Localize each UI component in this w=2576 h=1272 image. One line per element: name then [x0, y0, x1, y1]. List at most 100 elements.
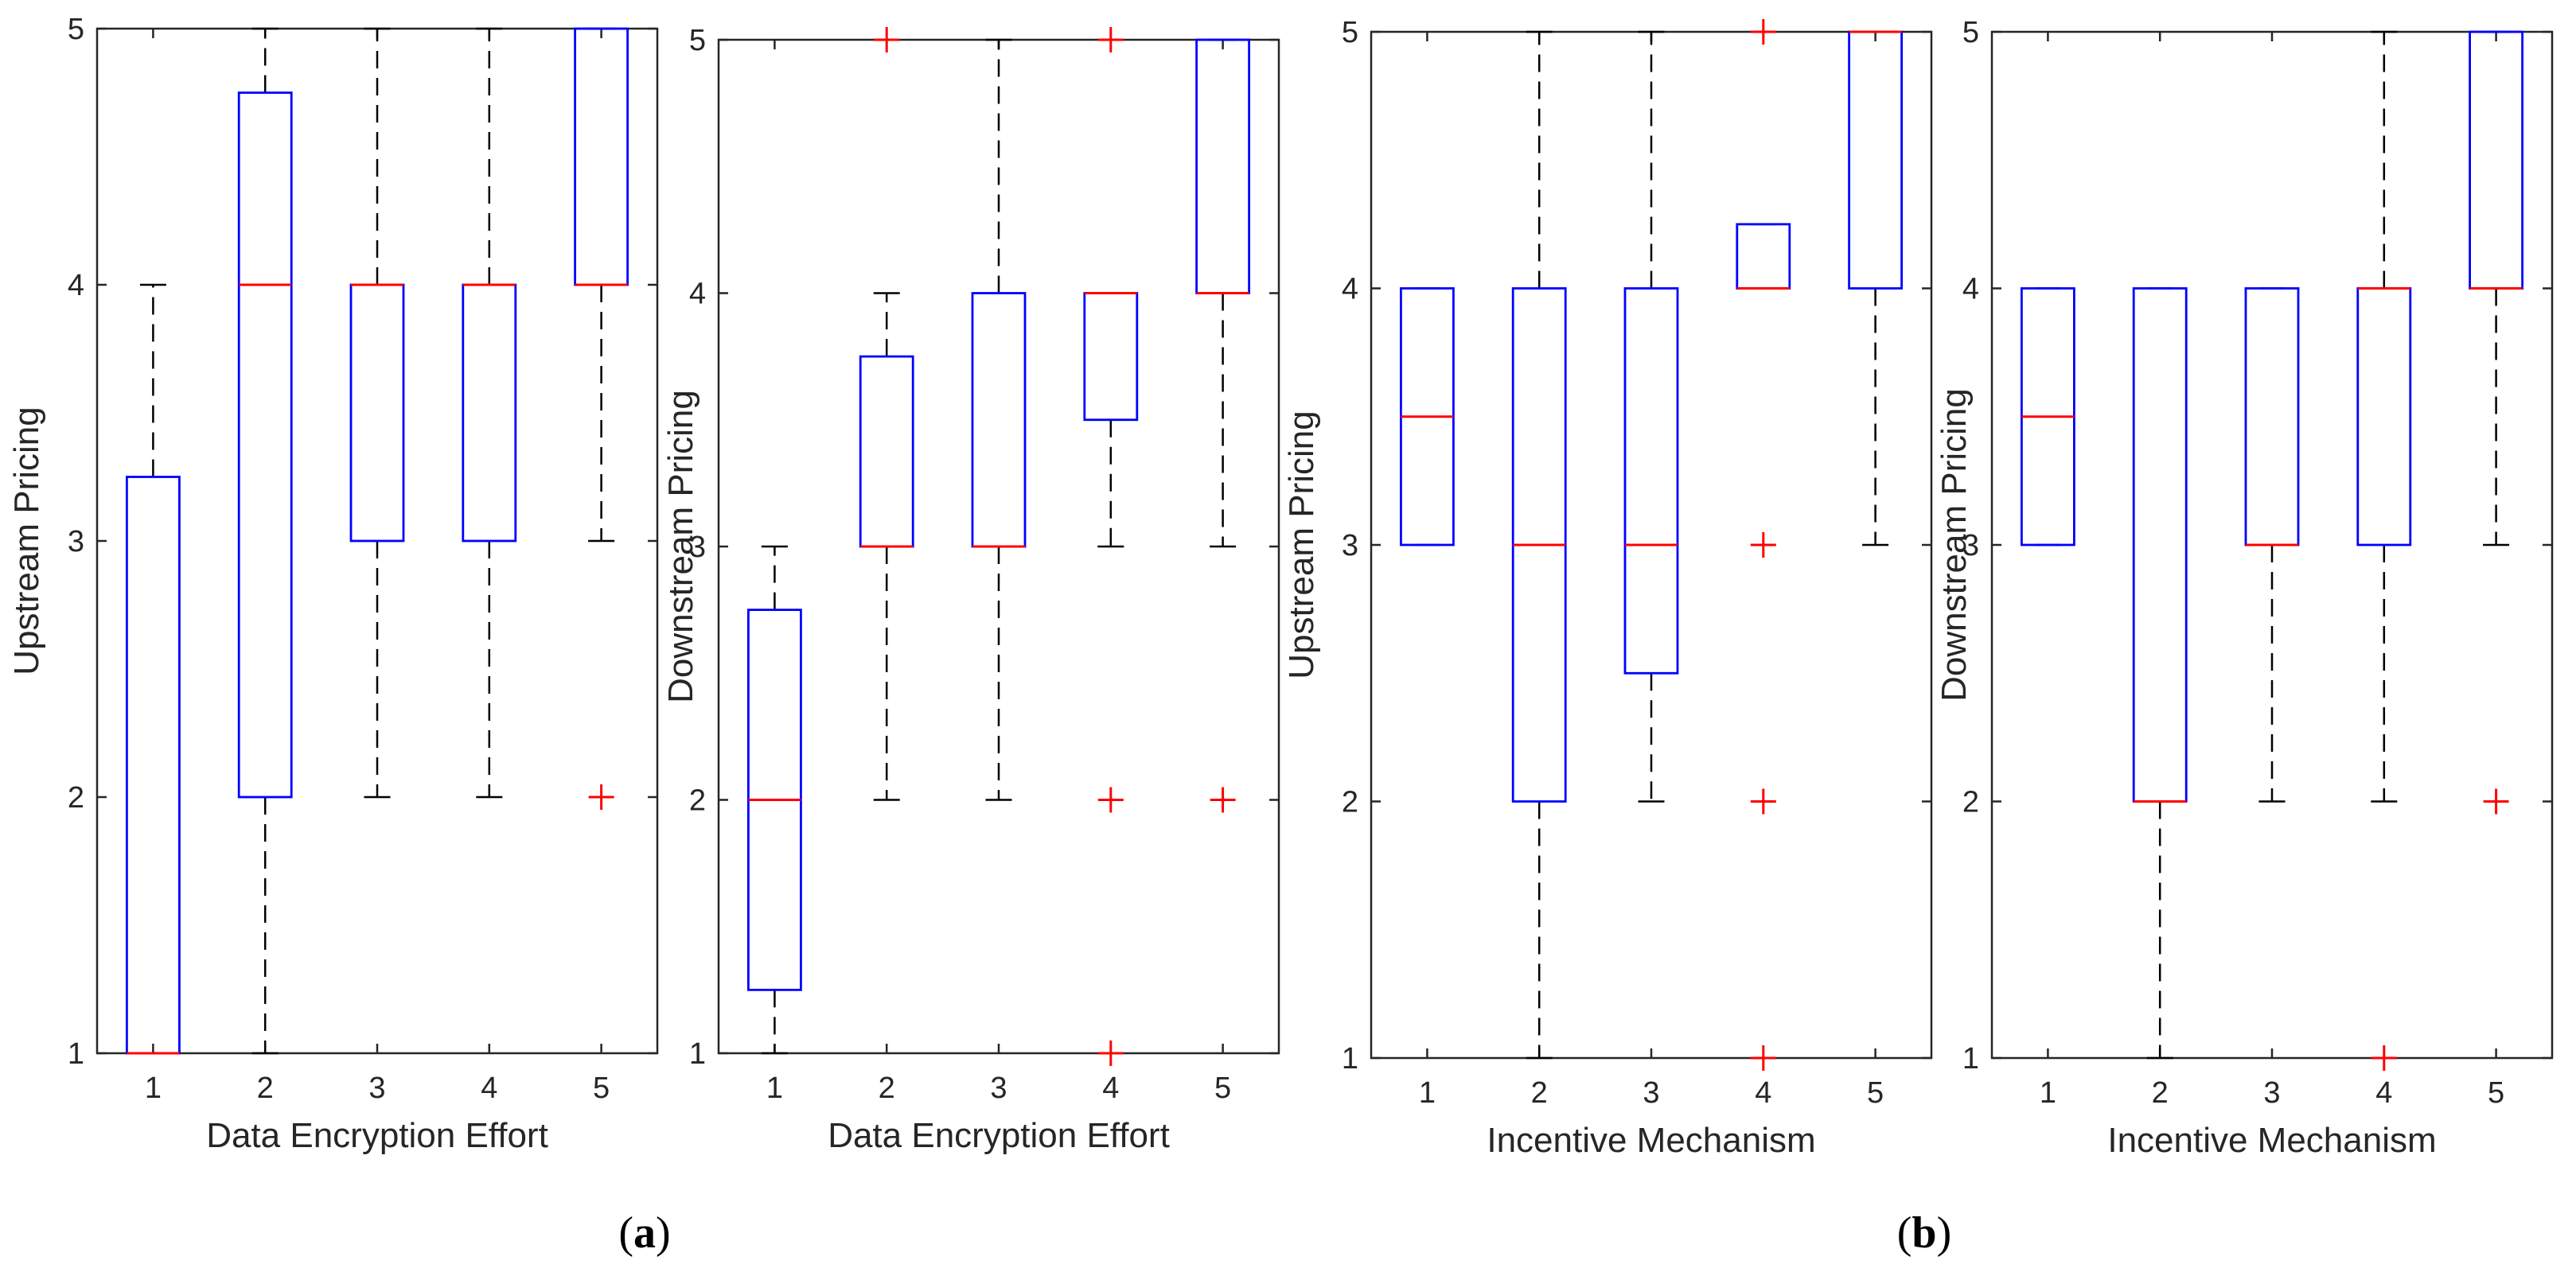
box-group-5	[2469, 30, 2524, 815]
box-group-2	[1511, 30, 1567, 1060]
outlier-marker	[1750, 1045, 1776, 1071]
y-tick-label: 3	[1962, 529, 1979, 562]
box-group-3	[971, 38, 1027, 801]
outlier-marker	[2371, 1045, 2397, 1071]
box-iqr	[2244, 287, 2300, 547]
box-iqr	[237, 91, 293, 799]
box-iqr	[1623, 287, 1679, 675]
y-axis-title: Upstream Pricing	[7, 406, 46, 675]
y-tick-label: 4	[1962, 273, 1979, 306]
box-group-1	[2020, 287, 2075, 547]
x-tick-label: 5	[2488, 1076, 2504, 1110]
box-iqr	[2132, 287, 2188, 803]
outlier-marker	[1097, 787, 1124, 813]
y-tick-label: 1	[1342, 1042, 1358, 1076]
boxplot-panel-b-left: 1 2 3 4 5 1 2 3 4 5 Incentive Mechanism Upstream Pr…	[1282, 16, 1933, 1160]
box-iqr	[462, 283, 517, 543]
outlier-marker	[588, 784, 614, 810]
box-group-4	[462, 27, 517, 799]
y-tick-label: 4	[1342, 273, 1358, 306]
y-tick-label: 5	[68, 13, 84, 46]
box-iqr	[1083, 292, 1139, 422]
boxplot-panel-a-left: 1 2 3 4 5 1 2 3 4 5 Data Encryption Effort Upstream…	[7, 13, 659, 1155]
x-axis-title: Data Encryption Effort	[828, 1116, 1170, 1155]
x-tick-label: 5	[593, 1072, 610, 1105]
x-tick-label: 3	[2263, 1076, 2280, 1110]
x-axis-title: Incentive Mechanism	[2107, 1121, 2436, 1160]
y-axis-title: Downstream Pricing	[661, 390, 700, 703]
x-tick-label: 2	[257, 1072, 274, 1105]
x-tick-label: 5	[1214, 1072, 1231, 1105]
box-iqr	[1195, 38, 1250, 294]
outlier-marker	[2483, 788, 2509, 815]
y-tick-label: 3	[689, 531, 706, 564]
x-tick-label: 1	[766, 1072, 783, 1105]
x-tick-label: 2	[879, 1072, 895, 1105]
box-group-1	[747, 545, 802, 1055]
panel-label-a: (a)	[618, 1208, 670, 1258]
y-tick-label: 1	[1962, 1042, 1979, 1076]
y-tick-label: 3	[1342, 529, 1358, 562]
x-tick-label: 4	[2375, 1076, 2392, 1110]
box-group-4	[1083, 27, 1139, 1066]
y-axis-title: Downstream Pricing	[1935, 388, 1974, 702]
x-tick-label: 4	[1102, 1072, 1119, 1105]
y-tick-label: 1	[689, 1037, 706, 1071]
box-iqr	[859, 355, 914, 548]
y-tick-label: 5	[689, 24, 706, 57]
box-group-2	[237, 27, 293, 1055]
y-tick-label: 3	[68, 525, 84, 558]
boxplot-panel-b-right: 1 2 3 4 5 1 2 3 4 5 Incentive Mechanism Downstream …	[1935, 16, 2554, 1160]
outlier-marker	[1750, 788, 1776, 815]
x-tick-label: 3	[1643, 1076, 1659, 1110]
x-axis-title: Incentive Mechanism	[1487, 1121, 1815, 1160]
box-group-5	[1848, 30, 1904, 547]
box-iqr	[2469, 30, 2524, 290]
box-group-2	[2132, 287, 2188, 1060]
x-tick-label: 1	[1419, 1076, 1436, 1110]
box-iqr	[574, 27, 629, 286]
x-tick-label: 4	[481, 1072, 497, 1105]
outlier-marker	[1750, 19, 1776, 45]
x-tick-label: 2	[1531, 1076, 1548, 1110]
box-iqr	[2356, 287, 2412, 547]
box-group-3	[349, 27, 405, 799]
box-group-2	[859, 27, 914, 801]
y-tick-label: 4	[68, 269, 84, 302]
y-tick-label: 2	[689, 784, 706, 818]
box-iqr	[1848, 30, 1904, 290]
outlier-marker	[1097, 27, 1124, 53]
outlier-marker	[1210, 787, 1236, 813]
x-axis-title: Data Encryption Effort	[206, 1116, 548, 1155]
x-tick-label: 1	[2040, 1076, 2056, 1110]
y-tick-label: 1	[68, 1037, 84, 1071]
x-tick-label: 3	[990, 1072, 1007, 1105]
box-group-1	[125, 283, 181, 1055]
y-tick-label: 2	[68, 781, 84, 815]
x-tick-label: 5	[1867, 1076, 1884, 1110]
boxplot-panels: 1 2 3 4 5 1 2 3 4 5 Data Encryption Effort Upstream…	[7, 13, 2554, 1160]
box-group-3	[1623, 30, 1679, 803]
y-tick-label: 2	[1342, 786, 1358, 819]
x-tick-label: 1	[145, 1072, 162, 1105]
box-iqr	[971, 292, 1027, 548]
y-tick-label: 5	[1342, 16, 1358, 49]
outlier-marker	[1097, 1041, 1124, 1066]
y-tick-label: 5	[1962, 16, 1979, 49]
x-tick-label: 4	[1755, 1076, 1771, 1110]
y-axis-title: Upstream Pricing	[1282, 410, 1321, 679]
box-group-4	[2356, 30, 2412, 1071]
box-group-5	[1195, 38, 1250, 813]
box-iqr	[125, 476, 181, 1055]
box-group-5	[574, 27, 629, 810]
panel-label-b: (b)	[1897, 1208, 1951, 1258]
x-tick-label: 3	[368, 1072, 385, 1105]
x-tick-label: 2	[2152, 1076, 2169, 1110]
box-group-1	[1400, 287, 1455, 547]
box-group-3	[2244, 287, 2300, 803]
boxplot-panel-a-right: 1 2 3 4 5 1 2 3 4 5 Data Encryption Effort Downstre…	[661, 24, 1280, 1155]
box-iqr	[349, 283, 405, 543]
outlier-marker	[1750, 532, 1776, 558]
outlier-marker	[874, 27, 900, 53]
